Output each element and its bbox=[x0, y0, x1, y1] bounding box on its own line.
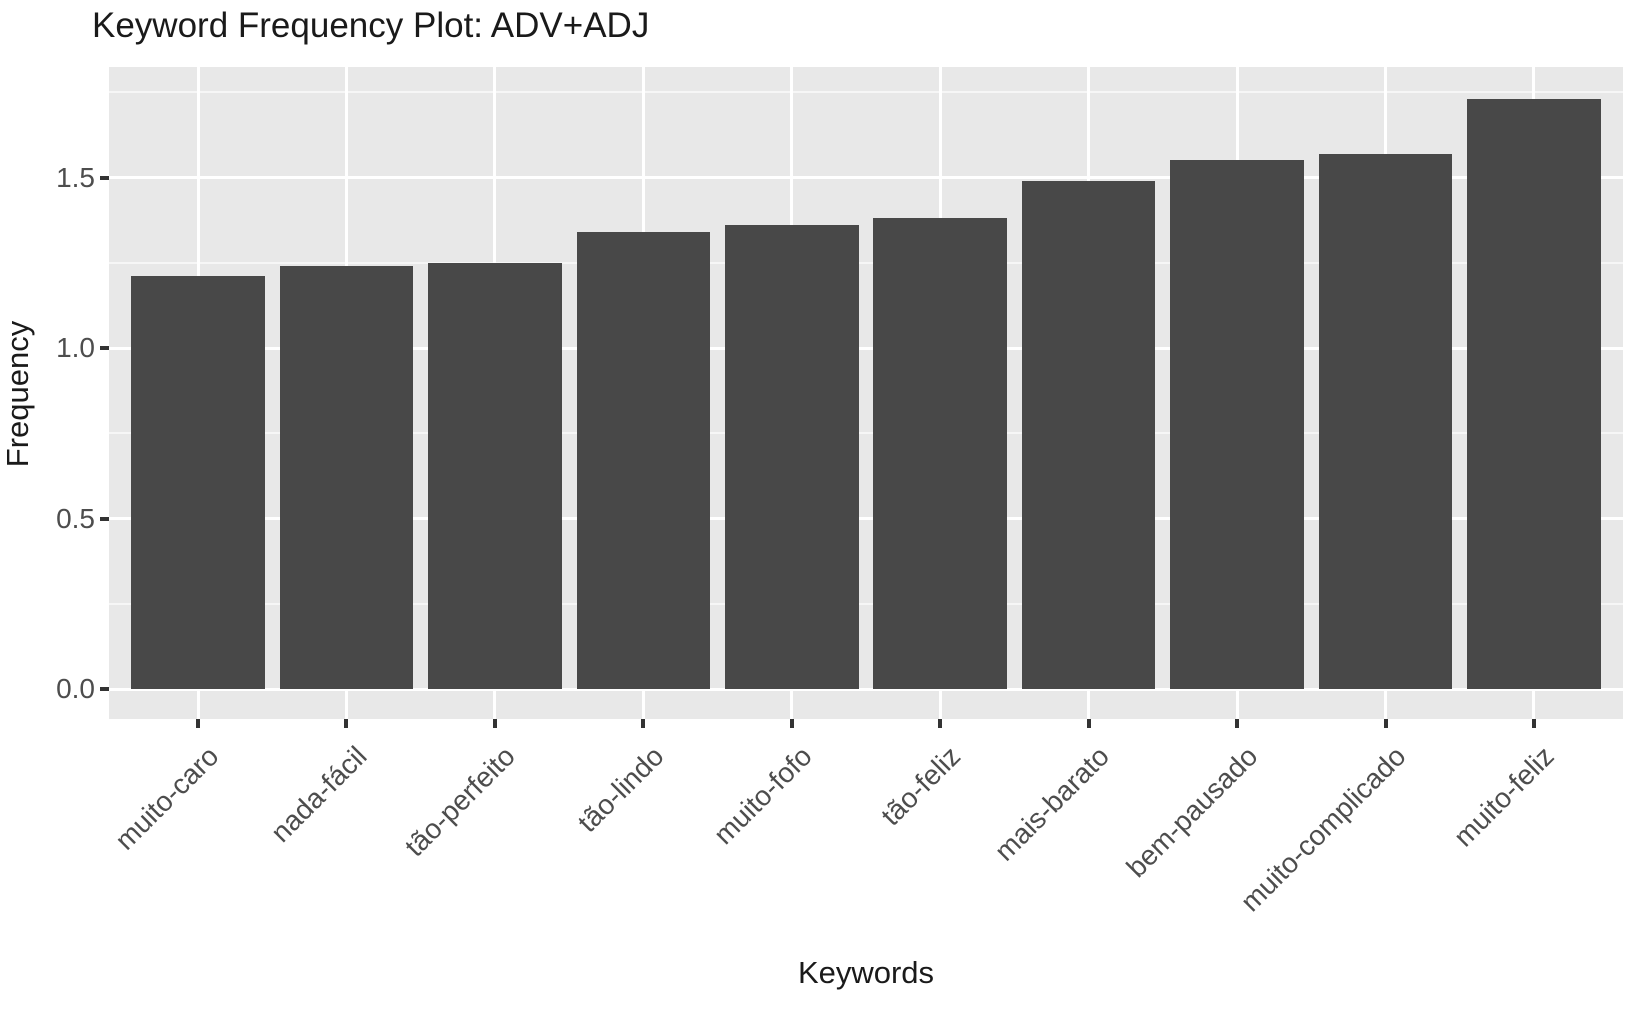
gridline-minor-horizontal bbox=[109, 432, 1623, 435]
y-tick-label: 0.5 bbox=[56, 502, 95, 534]
bar bbox=[131, 276, 265, 689]
x-tick-label: mais-barato bbox=[988, 740, 1115, 867]
bar bbox=[1318, 153, 1453, 689]
x-tick-mark bbox=[938, 719, 943, 728]
gridline-major-horizontal bbox=[109, 517, 1623, 520]
x-tick-label: muito-fofo bbox=[708, 740, 819, 851]
gridline-minor-horizontal bbox=[109, 261, 1623, 264]
x-tick-label: nada-fácil bbox=[264, 740, 373, 849]
bar bbox=[724, 225, 859, 689]
bar bbox=[1170, 160, 1304, 689]
bar bbox=[1467, 99, 1601, 689]
x-tick-label: muito-complicado bbox=[1234, 740, 1412, 918]
x-tick-label: muito-feliz bbox=[1448, 740, 1561, 853]
gridline-major-horizontal bbox=[109, 346, 1623, 350]
x-tick-label: muito-caro bbox=[108, 740, 225, 856]
x-tick-mark bbox=[344, 719, 349, 728]
bar bbox=[873, 218, 1007, 689]
x-tick-label: tão-perfeito bbox=[399, 740, 522, 863]
chart-title: Keyword Frequency Plot: ADV+ADJ bbox=[92, 6, 650, 45]
x-tick-mark bbox=[1383, 719, 1388, 728]
x-tick-mark bbox=[196, 719, 201, 728]
y-axis-title: Frequency bbox=[0, 320, 35, 468]
x-tick-mark bbox=[492, 719, 497, 728]
x-tick-mark bbox=[641, 719, 646, 728]
x-tick-mark bbox=[1531, 719, 1536, 728]
gridline-minor-horizontal bbox=[109, 602, 1623, 605]
bar bbox=[1021, 180, 1156, 689]
gridline-major-horizontal bbox=[109, 687, 1623, 691]
plot-panel bbox=[109, 67, 1623, 719]
x-axis-title: Keywords bbox=[797, 955, 935, 990]
y-tick-mark bbox=[100, 516, 109, 521]
gridline-major-horizontal bbox=[109, 176, 1623, 179]
bar bbox=[279, 266, 414, 689]
x-tick-label: tão-feliz bbox=[875, 740, 967, 832]
x-tick-mark bbox=[1235, 719, 1240, 728]
y-tick-label: 1.5 bbox=[56, 161, 95, 193]
x-tick-label: bem-pausado bbox=[1120, 740, 1264, 884]
bar bbox=[576, 232, 711, 689]
gridline-minor-horizontal bbox=[109, 91, 1623, 94]
x-tick-label: tão-lindo bbox=[571, 740, 670, 839]
x-tick-mark bbox=[1086, 719, 1091, 728]
x-tick-mark bbox=[789, 719, 794, 728]
y-tick-mark bbox=[100, 175, 109, 180]
bar bbox=[428, 262, 562, 689]
y-tick-mark bbox=[100, 346, 109, 350]
y-tick-label: 1.0 bbox=[56, 332, 95, 363]
y-tick-mark bbox=[100, 687, 109, 691]
y-tick-label: 0.0 bbox=[56, 673, 95, 704]
